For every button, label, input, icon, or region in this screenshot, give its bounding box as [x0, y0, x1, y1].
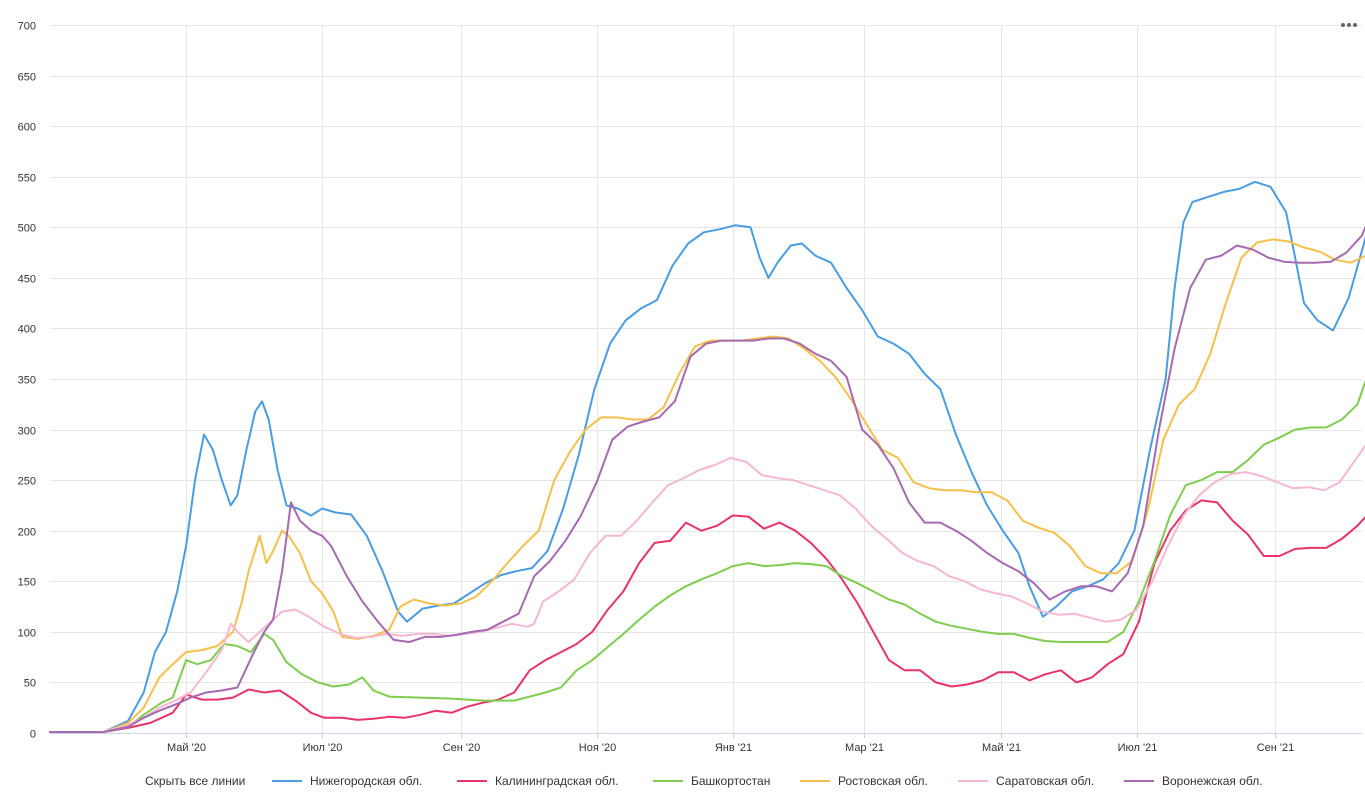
y-tick-label: 100: [18, 628, 36, 640]
series-lines: [49, 106, 1365, 733]
legend-item[interactable]: Калининградская обл.: [457, 770, 618, 792]
hide-all-lines-button[interactable]: Скрыть все линии: [145, 774, 246, 788]
y-tick-label: 300: [18, 426, 36, 438]
legend-label: Нижегородская обл.: [310, 774, 423, 788]
legend-item[interactable]: Воронежская обл.: [1124, 770, 1263, 792]
y-tick-label: 450: [18, 274, 36, 286]
y-tick-label: 700: [18, 21, 36, 33]
legend-swatch: [272, 780, 302, 782]
legend-label: Башкортостан: [691, 774, 771, 788]
ellipsis-icon: [1353, 23, 1357, 27]
x-tick-label: Ноя '20: [579, 742, 616, 754]
legend-label: Ростовская обл.: [838, 774, 928, 788]
y-tick-label: 500: [18, 223, 36, 235]
y-tick-label: 400: [18, 324, 36, 336]
series-line-6[interactable]: [49, 119, 1365, 733]
series-line-1[interactable]: [49, 106, 1365, 733]
y-tick-label: 350: [18, 375, 36, 387]
y-tick-label: 150: [18, 577, 36, 589]
legend-label: Калининградская обл.: [495, 774, 619, 788]
legend-swatch: [1124, 780, 1154, 782]
legend-swatch: [958, 780, 988, 782]
x-tick-label: Июл '20: [303, 742, 343, 754]
legend-label: Саратовская обл.: [996, 774, 1095, 788]
x-tick-label: Май '20: [167, 742, 206, 754]
chart-legend: Скрыть все линии Нижегородская обл. Калин…: [0, 770, 1365, 792]
ellipsis-icon: [1347, 23, 1351, 27]
x-tick-label: Сен '21: [1257, 742, 1295, 754]
x-tick-label: Июл '21: [1118, 742, 1158, 754]
x-tick-label: Сен '20: [443, 742, 481, 754]
legend-label: Воронежская обл.: [1162, 774, 1263, 788]
legend-item[interactable]: Ростовская обл.: [800, 770, 928, 792]
legend-item[interactable]: Башкортостан: [653, 770, 770, 792]
legend-swatch: [800, 780, 830, 782]
legend-swatch: [457, 780, 487, 782]
legend-item[interactable]: Нижегородская обл.: [272, 770, 422, 792]
y-tick-label: 250: [18, 476, 36, 488]
legend-item[interactable]: Саратовская обл.: [958, 770, 1094, 792]
y-tick-label: 50: [24, 678, 36, 690]
grid: [50, 25, 1362, 734]
legend-swatch: [653, 780, 683, 782]
ellipsis-icon: [1341, 23, 1345, 27]
series-line-5[interactable]: [49, 387, 1365, 733]
series-line-4[interactable]: [49, 207, 1365, 733]
x-tick-label: Мар '21: [845, 742, 884, 754]
series-line-2[interactable]: [49, 455, 1365, 733]
y-tick-label: 0: [30, 729, 36, 741]
y-tick-label: 550: [18, 173, 36, 185]
x-tick-label: Янв '21: [715, 742, 752, 754]
x-tick-label: Май '21: [982, 742, 1021, 754]
axes: 0 50 100 150 200 250 300 350 400 450 500 550 600 650 7…: [18, 21, 1362, 754]
chart-menu-button[interactable]: [1338, 18, 1360, 32]
y-tick-label: 600: [18, 122, 36, 134]
y-tick-label: 200: [18, 527, 36, 539]
series-line-3[interactable]: [49, 162, 1365, 733]
line-chart: 0 50 100 150 200 250 300 350 400 450 500 550 600 650 7…: [18, 21, 1365, 754]
y-tick-label: 650: [18, 72, 36, 84]
